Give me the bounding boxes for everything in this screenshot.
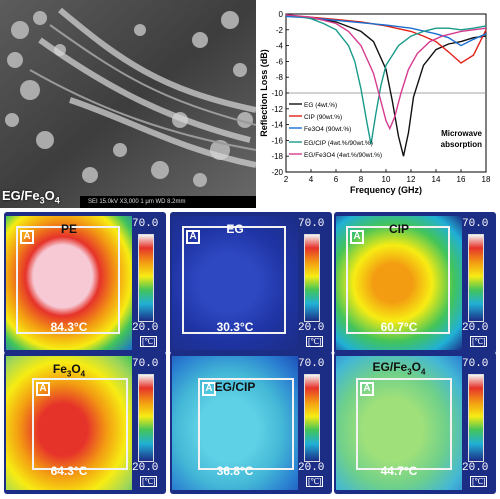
sample-label: PE <box>60 222 77 236</box>
color-scale-bar <box>304 234 320 322</box>
area-marker-icon: A <box>360 382 374 396</box>
scale-max: 70.0 <box>132 358 159 370</box>
scale-unit: [℃] <box>306 336 324 347</box>
max-temperature: 64.3°C <box>50 464 88 478</box>
y-axis-label: Reflection Loss (dB) <box>259 49 269 137</box>
thermal-image <box>172 216 298 350</box>
color-scale-bar <box>304 374 320 462</box>
y-tick-label: 0 <box>279 10 284 19</box>
sample-label: EG/CIP <box>214 380 256 394</box>
sem-texture <box>0 0 256 208</box>
scale-max: 70.0 <box>132 218 159 230</box>
area-marker-icon: A <box>36 382 50 396</box>
area-marker-icon: A <box>186 230 200 244</box>
max-temperature: 60.7°C <box>380 320 418 334</box>
thermal-tile: A Fe3O4 64.3°C 70.0 20.0 [℃] <box>4 352 166 494</box>
scale-min: 20.0 <box>462 462 489 474</box>
y-tick-label: -10 <box>271 89 283 98</box>
color-scale-bar <box>468 234 484 322</box>
legend-entry-2: Fe3O4 (90wt.%) <box>304 126 351 133</box>
thermal-tile: A EG/Fe3O4 44.7°C 70.0 20.0 [℃] <box>334 352 496 494</box>
sem-image: SEI 15.0kV X3,000 1 μm WD 8.2mm EG/Fe3O4 <box>0 0 256 208</box>
scale-unit: [℃] <box>470 336 488 347</box>
scale-max: 70.0 <box>462 218 489 230</box>
color-scale-bar <box>468 374 484 462</box>
scale-min: 20.0 <box>132 322 159 334</box>
x-tick-label: 4 <box>309 175 314 184</box>
thermal-tile: A PE 84.3°C 70.0 20.0 [℃] <box>4 212 166 354</box>
legend-entry-4: EG/Fe3O4 (4wt.%/90wt.%) <box>304 152 382 159</box>
sample-label: Fe3O4 <box>52 362 86 379</box>
max-temperature: 44.7°C <box>380 464 418 478</box>
scale-unit: [℃] <box>140 336 158 347</box>
area-marker-icon: A <box>202 382 216 396</box>
sem-sample-label: EG/Fe3O4 <box>2 188 60 206</box>
series-line-0 <box>285 14 487 157</box>
reflection-loss-chart: 2 4 6 8 10 12 14 16 18 0 -2 -4 -6 -8 -10 -12 -14 -16 -18 -2… <box>259 10 491 195</box>
x-tick-label: 16 <box>457 175 466 184</box>
y-tick-label: -8 <box>276 73 284 82</box>
x-tick-label: 18 <box>482 175 491 184</box>
max-temperature: 36.8°C <box>216 464 254 478</box>
color-scale-bar <box>138 234 154 322</box>
y-tick-label: -12 <box>271 105 283 114</box>
annotation-line-2: absorption <box>441 140 482 149</box>
thermal-tile: A EG 30.3°C 70.0 20.0 [℃] <box>170 212 332 354</box>
y-tick-label: -14 <box>271 121 283 130</box>
annotation-line-1: Microwave <box>441 129 482 138</box>
sample-label: EG <box>226 222 244 236</box>
scale-min: 20.0 <box>132 462 159 474</box>
y-tick-label: -6 <box>276 57 284 66</box>
thermal-tile: A EG/CIP 36.8°C 70.0 20.0 [℃] <box>170 352 332 494</box>
legend-entry-1: CIP (90wt.%) <box>304 114 342 121</box>
scale-unit: [℃] <box>140 476 158 487</box>
scale-min: 20.0 <box>462 322 489 334</box>
y-tick-label: -20 <box>271 168 283 177</box>
legend-entry-0: EG (4wt.%) <box>304 102 337 109</box>
sample-label: EG/Fe3O4 <box>372 360 426 377</box>
measurement-frame <box>346 226 450 334</box>
scale-unit: [℃] <box>306 476 324 487</box>
scale-max: 70.0 <box>462 358 489 370</box>
scale-unit: [℃] <box>470 476 488 487</box>
scale-max: 70.0 <box>298 218 325 230</box>
x-tick-label: 8 <box>359 175 364 184</box>
series-line-4 <box>285 14 487 131</box>
sample-label: CIP <box>388 222 409 236</box>
measurement-frame <box>198 378 294 470</box>
scale-min: 20.0 <box>298 322 325 334</box>
y-tick-label: -2 <box>276 26 284 35</box>
measurement-frame <box>16 226 120 334</box>
x-tick-label: 10 <box>382 175 391 184</box>
y-tick-label: -4 <box>276 42 284 51</box>
scale-min: 20.0 <box>298 462 325 474</box>
x-tick-label: 12 <box>407 175 416 184</box>
thermal-image <box>336 216 462 350</box>
y-tick-label: -16 <box>271 136 283 145</box>
thermal-tile: A CIP 60.7°C 70.0 20.0 [℃] <box>334 212 496 354</box>
scale-max: 70.0 <box>298 358 325 370</box>
y-tick-label: -18 <box>271 152 283 161</box>
max-temperature: 30.3°C <box>216 320 254 334</box>
color-scale-bar <box>138 374 154 462</box>
x-axis-label: Frequency (GHz) <box>350 185 422 195</box>
area-marker-icon: A <box>20 230 34 244</box>
area-marker-icon: A <box>350 230 364 244</box>
legend-entry-3: EG/CIP (4wt.%/90wt.%) <box>304 140 373 147</box>
max-temperature: 84.3°C <box>50 320 88 334</box>
measurement-frame <box>356 378 452 470</box>
sem-info-bar: SEI 15.0kV X3,000 1 μm WD 8.2mm <box>80 196 256 208</box>
x-tick-label: 2 <box>284 175 289 184</box>
x-tick-label: 6 <box>334 175 339 184</box>
measurement-frame <box>182 226 286 334</box>
measurement-frame <box>32 378 128 470</box>
x-tick-label: 14 <box>432 175 441 184</box>
series-line-2 <box>285 15 487 47</box>
series-line-3 <box>285 14 487 145</box>
thermal-image <box>6 216 132 350</box>
